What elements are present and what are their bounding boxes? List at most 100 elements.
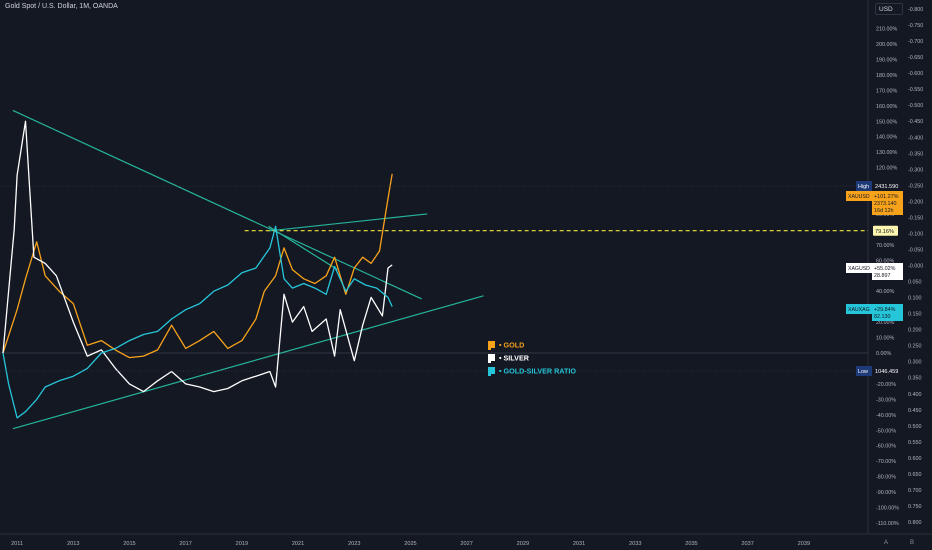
ratio-tick-label: 0.450 <box>908 408 922 414</box>
log-scale-button[interactable]: B <box>910 540 915 546</box>
ratio-tick-label: -0.200 <box>908 199 923 205</box>
legend-swatch <box>488 354 495 361</box>
price-tag-xagusd: XAGUSD +55.02%28.897 <box>846 263 903 280</box>
time-tick-label: 2011 <box>11 541 23 547</box>
price-tag-line: 28.897 <box>874 273 891 279</box>
legend-swatch <box>488 341 495 348</box>
pct-tick-label: 60.00% <box>876 258 894 264</box>
legend-label: • GOLD <box>499 341 524 350</box>
ratio-tick-label: -0.800 <box>908 7 923 13</box>
ratio-tick-label: -0.300 <box>908 167 923 173</box>
time-tick-label: 2023 <box>348 541 360 547</box>
time-tick-label: 2021 <box>292 541 304 547</box>
ratio-tick-label: -0.550 <box>908 87 923 93</box>
ratio-tick-label: -0.100 <box>908 231 923 237</box>
time-tick-label: 2013 <box>67 541 79 547</box>
pct-tick-label: 130.00% <box>876 150 897 156</box>
ratio-tick-label: -0.250 <box>908 183 923 189</box>
time-tick-label: 2019 <box>236 541 248 547</box>
ratio-tick-label: 0.550 <box>908 440 922 446</box>
auto-scale-button[interactable]: A <box>884 540 889 546</box>
ratio-tick-label: -0.050 <box>908 247 923 253</box>
trendline <box>12 295 484 430</box>
ratio-tick-label: 0.100 <box>908 296 922 302</box>
pct-tick-label: 40.00% <box>876 289 894 295</box>
ratio-tick-label: -0.450 <box>908 119 923 125</box>
price-tag-line: 82.130 <box>874 314 891 320</box>
ratio-tick-label: 0.150 <box>908 312 922 318</box>
legend-item-gold[interactable]: • GOLD <box>488 341 524 351</box>
legend-item-silver[interactable]: • SILVER <box>488 354 530 364</box>
ratio-tick-label: -0.600 <box>908 71 923 77</box>
series-line-gold-silver-ratio <box>2 225 393 419</box>
ratio-tick-label: 0.050 <box>908 280 922 286</box>
low-marker-value: 1046.459 <box>875 369 898 375</box>
price-tag-line: 16d 12h <box>874 208 894 214</box>
ratio-tick-label: 0.300 <box>908 360 922 366</box>
time-tick-label: 2035 <box>685 541 697 547</box>
pct-tick-label: 140.00% <box>876 135 897 141</box>
price-tag-line: +29.84% <box>874 307 896 313</box>
pct-tick-label: -30.00% <box>876 397 896 403</box>
time-tick-label: 2015 <box>123 541 135 547</box>
legend: • GOLD • SILVER • GOLD-SILVER RATIO <box>488 341 576 377</box>
ratio-tick-label: 0.400 <box>908 392 922 398</box>
pct-tick-label: -80.00% <box>876 475 896 481</box>
ratio-tick-label: 0.500 <box>908 424 922 430</box>
pct-tick-label: 210.00% <box>876 27 897 33</box>
pct-tick-label: -20.00% <box>876 382 896 388</box>
dashed-level-label: 79.16% <box>875 229 894 235</box>
ratio-tick-label: -0.650 <box>908 55 923 61</box>
trendline <box>268 225 338 271</box>
legend-swatch <box>488 367 495 374</box>
pct-tick-label: 20.00% <box>876 320 894 326</box>
pct-tick-label: -60.00% <box>876 444 896 450</box>
ratio-tick-label: 0.600 <box>908 456 922 462</box>
pct-tick-label: -90.00% <box>876 490 896 496</box>
ratio-tick-label: -0.750 <box>908 23 923 29</box>
trendline <box>12 109 422 300</box>
high-marker-label: High <box>858 184 869 190</box>
pct-tick-label: -70.00% <box>876 459 896 465</box>
ratio-tick-label: -0.000 <box>908 264 923 270</box>
dashed-level-tag: 79.16% <box>873 225 898 236</box>
time-tick-label: 2027 <box>460 541 472 547</box>
time-tick-label: 2033 <box>629 541 641 547</box>
time-tick-label: 2037 <box>741 541 753 547</box>
currency-selector[interactable]: USD <box>875 3 903 15</box>
price-tag-symbol: XAGUSD <box>848 266 870 272</box>
ratio-tick-label: 0.350 <box>908 376 922 382</box>
pct-tick-label: 0.00% <box>876 351 891 357</box>
legend-item-gold-silver-ratio[interactable]: • GOLD-SILVER RATIO <box>488 367 576 377</box>
high-marker: High 2431.590 <box>856 181 902 191</box>
time-tick-label: 2039 <box>798 541 810 547</box>
series-line-silver <box>2 120 393 393</box>
series-line-gold <box>2 173 393 359</box>
legend-label: • GOLD-SILVER RATIO <box>499 367 576 376</box>
ratio-tick-label: -0.150 <box>908 215 923 221</box>
pct-tick-label: -100.00% <box>876 506 899 512</box>
low-marker-label: Low <box>858 369 868 375</box>
symbol-title: Gold Spot / U.S. Dollar, 1M, OANDA <box>5 3 118 10</box>
pct-tick-label: 120.00% <box>876 166 897 172</box>
price-tag-symbol: XAUXAG <box>848 307 870 313</box>
ratio-tick-label: -0.400 <box>908 135 923 141</box>
pct-tick-label: 170.00% <box>876 88 897 94</box>
pct-tick-label: -110.00% <box>876 521 899 527</box>
price-tag-symbol: XAUUSD <box>848 194 870 200</box>
pct-tick-label: -40.00% <box>876 413 896 419</box>
time-tick-label: 2025 <box>404 541 416 547</box>
pct-tick-label: 150.00% <box>876 119 897 125</box>
pct-tick-label: 190.00% <box>876 57 897 63</box>
pct-tick-label: 70.00% <box>876 243 894 249</box>
time-tick-label: 2031 <box>573 541 585 547</box>
ratio-tick-label: -0.500 <box>908 103 923 109</box>
ratio-tick-label: 0.650 <box>908 472 922 478</box>
ratio-tick-label: 0.700 <box>908 488 922 494</box>
price-tag-line: 2373.140 <box>874 201 896 207</box>
legend-label: • SILVER <box>499 354 530 363</box>
price-tag-xauxag: XAUXAG +29.84%82.130 <box>846 304 903 321</box>
